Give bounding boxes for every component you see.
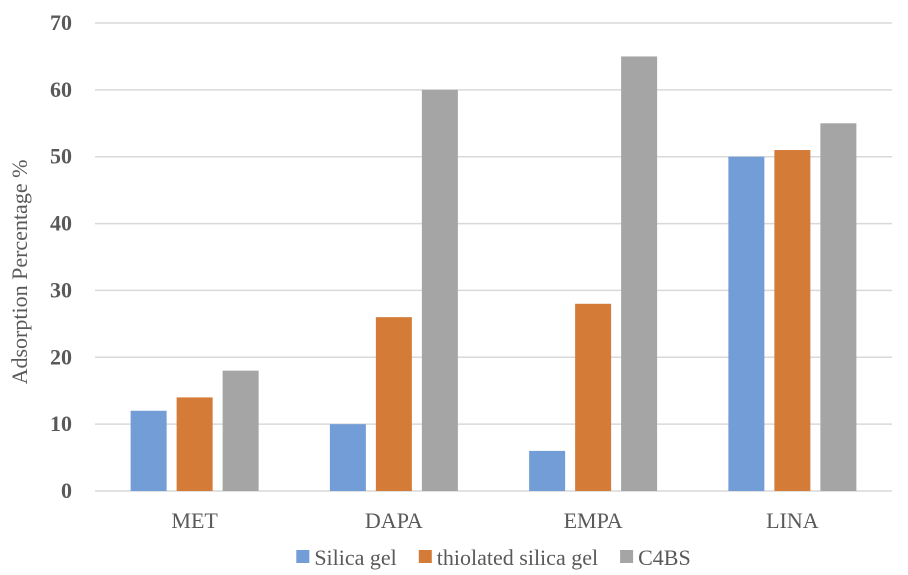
bars bbox=[130, 56, 857, 492]
y-tick-label: 0 bbox=[61, 478, 72, 503]
y-axis-title: Adsorption Percentage % bbox=[7, 160, 32, 385]
bar-lina-series-2 bbox=[820, 123, 857, 492]
y-axis-ticks: 0 10 20 30 40 50 60 70 bbox=[50, 10, 72, 503]
y-tick-label: 20 bbox=[50, 344, 72, 369]
legend-swatch-2 bbox=[620, 550, 634, 563]
x-tick-label-empa: EMPA bbox=[564, 508, 623, 533]
x-tick-label-met: MET bbox=[171, 508, 218, 533]
bar-lina-series-1 bbox=[774, 150, 811, 491]
legend-label-2: C4BS bbox=[638, 545, 691, 570]
bar-met-series-0 bbox=[130, 410, 167, 491]
bar-dapa-series-0 bbox=[329, 424, 366, 491]
bar-met-series-2 bbox=[222, 370, 259, 491]
bar-met-series-1 bbox=[176, 397, 213, 491]
bar-empa-series-0 bbox=[529, 450, 566, 491]
bar-empa-series-2 bbox=[621, 56, 658, 492]
x-tick-label-lina: LINA bbox=[766, 508, 819, 533]
legend-swatch-1 bbox=[418, 550, 432, 563]
bar-lina-series-0 bbox=[728, 156, 765, 491]
bar-dapa-series-1 bbox=[375, 317, 412, 491]
gridlines bbox=[95, 22, 892, 492]
legend-label-1: thiolated silica gel bbox=[437, 545, 598, 570]
bar-dapa-series-2 bbox=[421, 89, 458, 491]
legend-label-0: Silica gel bbox=[314, 545, 396, 570]
y-tick-label: 50 bbox=[50, 144, 72, 169]
bar-empa-series-1 bbox=[575, 303, 612, 491]
legend: Silica gel thiolated silica gel C4BS bbox=[296, 545, 691, 570]
legend-swatch-0 bbox=[296, 550, 310, 563]
x-axis-ticks: MET DAPA EMPA LINA bbox=[171, 508, 818, 533]
y-tick-label: 40 bbox=[50, 211, 72, 236]
x-tick-label-dapa: DAPA bbox=[365, 508, 423, 533]
y-tick-label: 70 bbox=[50, 10, 72, 35]
y-tick-label: 30 bbox=[50, 277, 72, 302]
y-tick-label: 60 bbox=[50, 77, 72, 102]
y-tick-label: 10 bbox=[50, 411, 72, 436]
